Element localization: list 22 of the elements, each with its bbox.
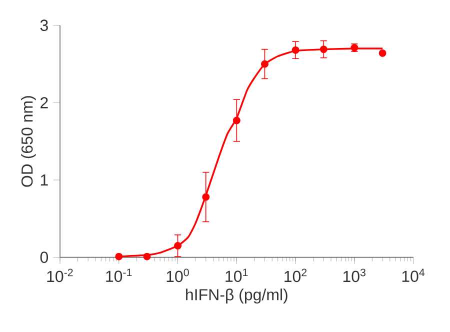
x-tick-label: 10$^{3}$ xyxy=(343,268,366,282)
x-tick-label: 10$^{1}$ xyxy=(226,268,248,282)
y-tick-label: 2 xyxy=(40,97,48,108)
y-tick-label: 0 xyxy=(40,252,48,263)
point xyxy=(174,242,182,250)
point xyxy=(292,46,300,54)
point xyxy=(115,252,123,260)
x-tick-label: 10$^{4}$ xyxy=(402,268,425,282)
y-axis-title: OD (650 nm) xyxy=(21,96,36,187)
x-tick-label: 10$^{-1}$ xyxy=(106,268,132,282)
y-tick-label: 3 xyxy=(40,20,48,31)
point xyxy=(143,252,151,260)
x-tick-label: 10$^{0}$ xyxy=(166,268,189,282)
point xyxy=(232,116,240,124)
x-tick-label: 10$^{2}$ xyxy=(284,268,307,282)
x-axis-title: hIFN-β (pg/ml) xyxy=(186,288,288,304)
y-tick-label: 1 xyxy=(40,174,48,186)
x-tick-label: 10$^{-2}$ xyxy=(47,268,73,282)
point xyxy=(202,193,210,201)
point xyxy=(378,49,386,57)
point xyxy=(261,60,268,68)
point xyxy=(320,46,328,54)
